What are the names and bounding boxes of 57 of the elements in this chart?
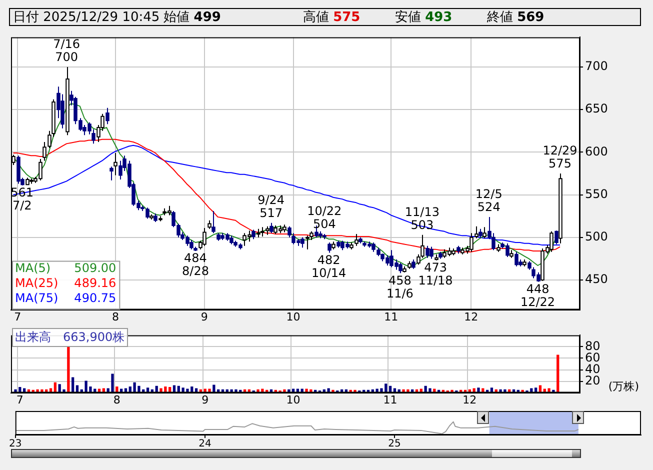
x-tick-label: 10 (286, 393, 300, 406)
annotation: 12/5 524 (475, 187, 502, 214)
text: MA(5) (15, 260, 51, 275)
x-tick-label: 7 (16, 393, 24, 406)
text: 高値 575 (302, 9, 362, 27)
annotation: 458 11/6 (386, 273, 414, 300)
text: 終値 569 (486, 9, 546, 27)
annotation: 490.75 (74, 290, 116, 305)
x-tick-label: 9 (200, 310, 208, 324)
x-tick-label: 12 (462, 393, 477, 406)
bar (548, 388, 550, 393)
annotation: 9/24 517 (258, 193, 285, 220)
annotation: 448 12/22 (520, 282, 556, 309)
y-tick-label: 450 (585, 272, 608, 286)
x-tick-label: 11 (384, 310, 398, 324)
bar (72, 377, 74, 393)
annotation: 482 10/14 (312, 252, 346, 280)
annotation: 509.00 (74, 260, 116, 275)
bar (160, 388, 162, 393)
y-tick-label: 500 (585, 230, 608, 244)
bar (556, 354, 560, 393)
x-tick-label: 25 (388, 438, 401, 450)
y-axis-title: (万株) (608, 380, 639, 394)
x-tick-label: 24 (198, 438, 212, 450)
x-tick-label: 8 (112, 310, 119, 324)
y-tick-label: 80 (585, 338, 600, 353)
text: 始値 499 (164, 9, 221, 27)
chart-title: 日付 2025/12/29 10:45 (13, 10, 160, 25)
x-tick-label: 9 (202, 393, 209, 406)
chart-title: 出来高 663,900株 (12, 328, 128, 347)
y-tick-label: 600 (585, 144, 608, 158)
annotation: 7/16 700 (53, 37, 80, 64)
y-tick-label: 20 (585, 373, 600, 388)
bar (428, 388, 432, 393)
x-tick-label: 12 (464, 310, 478, 324)
y-tick-label: 700 (585, 59, 608, 74)
annotation: 12/29 575 (542, 144, 578, 171)
text: MA(75) (15, 290, 58, 305)
x-tick-label: 11 (383, 393, 398, 406)
x-tick-label: 23 (8, 438, 22, 450)
y-tick-label: 550 (585, 186, 608, 201)
bar (327, 388, 330, 393)
annotation: 484 8/28 (182, 251, 209, 278)
x-tick-label: 8 (113, 393, 120, 406)
bar (477, 388, 480, 393)
bar (111, 374, 114, 393)
y-tick-label: 40 (585, 362, 600, 376)
y-tick-label: 650 (585, 102, 608, 116)
bar (67, 346, 70, 393)
x-tick-label: 7 (14, 310, 22, 324)
text: MA(25) (15, 276, 58, 290)
annotation: 489.16 (74, 276, 116, 290)
y-tick-label: 60 (585, 350, 600, 364)
x-tick-label: 10 (286, 310, 300, 324)
text: 安値 493 (394, 9, 454, 27)
annotation: 10/22 504 (307, 204, 342, 232)
annotation: 473 11/18 (418, 260, 453, 288)
